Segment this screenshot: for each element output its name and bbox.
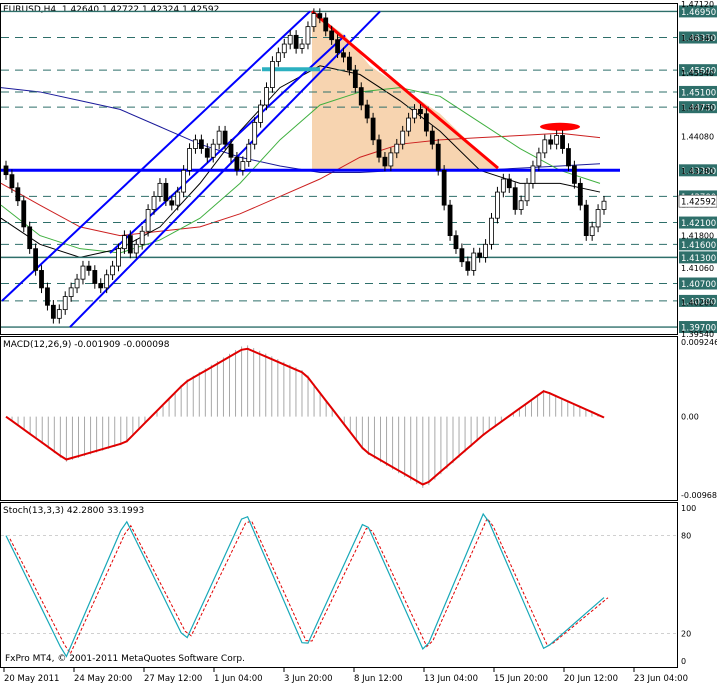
ohlc-values: 1.42640 1.42722 1.42324 1.42592 (61, 5, 220, 15)
price-axis-label: 1.41060 (681, 264, 714, 273)
stoch-pane[interactable] (0, 502, 678, 668)
time-axis-label: 3 Jun 20:00 (284, 674, 333, 684)
level-price-box (679, 238, 717, 251)
macd-label: MACD(12,26,9) -0.001909 -0.000098 (3, 340, 170, 350)
current-price-box (678, 194, 717, 208)
level-price-label: 1.39700 (681, 324, 716, 334)
macd-pane[interactable] (0, 336, 678, 501)
stoch-axis-label: 80 (681, 532, 691, 541)
time-axis-label: 8 Jun 12:00 (354, 674, 403, 684)
level-price-label: 1.40300 (681, 297, 716, 307)
level-price-box (679, 85, 717, 98)
price-pane[interactable] (0, 3, 678, 335)
time-axis-label: 27 May 12:00 (144, 674, 202, 684)
level-price-box (679, 101, 717, 114)
price-axis-label: 1.42520 (681, 200, 714, 209)
price-axis-label: 1.44080 (681, 132, 714, 141)
level-price-box (679, 294, 717, 307)
price-axis-label: 1.39540 (681, 330, 714, 339)
level-price-label: 1.45100 (681, 88, 716, 98)
price-axis-label: 1.46340 (681, 34, 714, 43)
time-axis-label: 15 Jun 20:00 (494, 674, 548, 684)
level-price-label: 1.42100 (681, 219, 716, 229)
level-price-label: 1.41300 (681, 254, 716, 264)
time-axis-label: 1 Jun 04:00 (214, 674, 263, 684)
level-price-box (679, 190, 717, 203)
level-price-label: 1.46350 (681, 34, 716, 44)
price-axis-label: 1.45540 (681, 69, 714, 78)
level-price-box (679, 216, 717, 229)
price-pane-title: EURUSD,H4 1.42640 1.42722 1.42324 1.4259… (3, 5, 219, 15)
stoch-axis-label: 0 (681, 657, 686, 666)
copyright-text: FxPro MT4, © 2001-2011 MetaQuotes Softwa… (5, 654, 245, 664)
price-axis-label: 1.44740 (681, 104, 714, 113)
level-price-label: 1.44750 (681, 104, 716, 114)
level-price-box (679, 31, 717, 44)
price-axis-label: 1.47120 (681, 0, 714, 9)
level-price-box (679, 64, 717, 77)
macd-axis-label: 0.009246 (681, 338, 717, 347)
level-price-box (679, 164, 717, 177)
level-price-label: 1.40700 (681, 280, 716, 290)
level-price-label: 1.45600 (681, 67, 716, 77)
level-price-label: 1.42700 (681, 193, 716, 203)
time-axis-label: 20 Jun 12:00 (564, 674, 618, 684)
stoch-label: Stoch(13,3,3) 42.2800 33.1993 (3, 506, 145, 516)
price-axis-label: 1.40260 (681, 299, 714, 308)
stoch-axis-label: 20 (681, 629, 691, 638)
price-axis-label: 1.41800 (681, 232, 714, 241)
time-axis-label: 13 Jun 04:00 (424, 674, 478, 684)
level-price-box (679, 5, 717, 18)
time-axis-label: 20 May 2011 (4, 674, 59, 684)
level-price-box (679, 251, 717, 264)
level-price-label: 1.43300 (681, 167, 716, 177)
level-price-label: 1.41600 (681, 241, 716, 251)
time-axis-label: 24 May 20:00 (74, 674, 132, 684)
macd-axis-label: 0.00 (681, 413, 699, 422)
symbol-label: EURUSD,H4 (3, 5, 57, 15)
stoch-axis-label: 100 (681, 504, 696, 513)
level-price-box (679, 277, 717, 290)
price-axis-label: 1.43280 (681, 167, 714, 176)
time-axis-label: 23 Jun 04:00 (634, 674, 688, 684)
level-price-label: 1.46950 (681, 8, 716, 18)
level-price-box (679, 321, 717, 334)
current-price-label: 1.42592 (681, 198, 716, 208)
